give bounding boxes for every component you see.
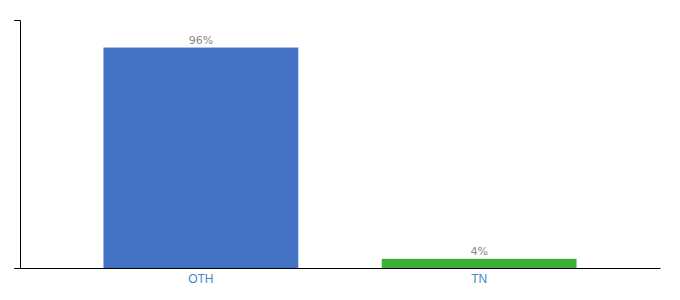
x-axis-line bbox=[21, 268, 661, 269]
x-tick-label: OTH bbox=[188, 272, 213, 286]
data-labels: 96% 4% bbox=[189, 34, 488, 258]
y-axis bbox=[14, 21, 21, 269]
data-label: 4% bbox=[470, 245, 487, 258]
data-label: 96% bbox=[189, 34, 213, 47]
bars bbox=[103, 48, 576, 268]
y-axis-line bbox=[14, 21, 21, 269]
x-tick: OTH bbox=[188, 268, 213, 286]
bar bbox=[382, 259, 577, 268]
x-tick-label: TN bbox=[471, 272, 487, 286]
x-axis: OTH TN bbox=[21, 268, 661, 286]
plot-area: OTH TN 96% 4% bbox=[14, 21, 661, 286]
bar bbox=[103, 48, 298, 268]
x-tick: TN bbox=[471, 268, 487, 286]
chart: OTH TN 96% 4% bbox=[0, 0, 680, 300]
